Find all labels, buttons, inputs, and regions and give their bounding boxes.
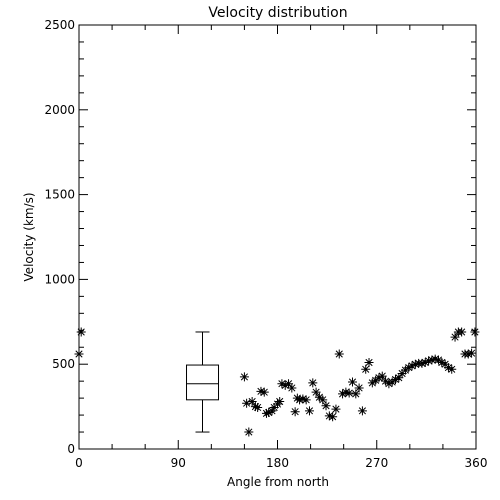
y-tick-label: 2000 [44, 103, 75, 117]
x-tick-label: 360 [465, 456, 488, 470]
data-point [400, 365, 410, 375]
data-point [334, 349, 344, 359]
data-point [314, 392, 324, 402]
data-point [407, 361, 417, 371]
data-point [239, 372, 249, 382]
data-point [374, 373, 384, 383]
data-point [440, 359, 450, 369]
data-point [242, 398, 252, 408]
y-tick-label: 2500 [44, 18, 75, 32]
data-point [311, 387, 321, 397]
data-point [394, 373, 404, 383]
data-point [367, 378, 377, 388]
data-point [308, 378, 318, 388]
x-tick-label: 90 [171, 456, 186, 470]
data-point [338, 389, 348, 399]
data-point [250, 402, 260, 412]
y-tick-label: 500 [52, 357, 75, 371]
data-point [354, 383, 364, 393]
data-point [463, 349, 473, 359]
data-point [381, 376, 391, 386]
data-point [74, 349, 84, 359]
data-point [298, 394, 308, 404]
data-point [275, 397, 285, 407]
data-point [304, 406, 314, 416]
data-point [390, 374, 400, 384]
data-point [351, 389, 361, 399]
y-axis-title: Velocity (km/s) [22, 192, 36, 281]
data-point [371, 375, 381, 385]
data-point [443, 363, 453, 373]
data-point [344, 388, 354, 398]
scatter-points [74, 327, 480, 437]
data-point [264, 408, 274, 418]
data-point [397, 369, 407, 379]
data-point [269, 402, 279, 412]
data-point [324, 411, 334, 421]
data-point [247, 397, 257, 407]
data-point [404, 363, 414, 373]
data-point [347, 377, 357, 387]
data-point [410, 359, 420, 369]
data-point [361, 364, 371, 374]
data-point [424, 356, 434, 366]
data-point [261, 408, 271, 418]
data-point [384, 379, 394, 389]
data-point [267, 406, 277, 416]
data-point [295, 395, 305, 405]
x-axis-title: Angle from north [227, 475, 329, 489]
data-point [437, 358, 447, 368]
data-point [280, 380, 290, 390]
data-point [244, 427, 254, 437]
data-point [417, 358, 427, 368]
x-tick-label: 0 [75, 456, 83, 470]
data-point [387, 377, 397, 387]
data-point [450, 332, 460, 342]
data-point [259, 387, 269, 397]
data-point [284, 379, 294, 389]
data-point [328, 412, 338, 422]
data-point [420, 358, 430, 368]
axes: 0 90 180 270 360 0 500 1000 1500 2000 2500 [44, 18, 487, 470]
y-tick-label: 1500 [44, 188, 75, 202]
data-point [341, 387, 351, 397]
data-point [427, 355, 437, 365]
data-point [318, 395, 328, 405]
data-point [277, 379, 287, 389]
data-point [430, 354, 440, 364]
chart-title: Velocity distribution [208, 5, 347, 21]
plot-frame [78, 24, 477, 450]
data-point [377, 371, 387, 381]
data-point [256, 386, 266, 396]
y-tick-label: 1000 [44, 272, 75, 286]
data-point [287, 383, 297, 393]
data-point [321, 401, 331, 411]
x-tick-label: 180 [266, 456, 289, 470]
data-point [434, 355, 444, 365]
data-point [470, 327, 480, 337]
x-tick-label: 270 [365, 456, 388, 470]
box-plot [186, 331, 220, 433]
data-point [76, 327, 86, 337]
data-point [331, 404, 341, 414]
data-point [253, 402, 263, 412]
data-point [357, 406, 367, 416]
data-point [457, 327, 467, 337]
y-tick-label: 0 [67, 442, 75, 456]
iqr-box [186, 364, 220, 401]
data-point [301, 395, 311, 405]
data-point [364, 358, 374, 368]
data-point [467, 348, 477, 358]
data-point [290, 407, 300, 417]
data-point [447, 364, 457, 374]
